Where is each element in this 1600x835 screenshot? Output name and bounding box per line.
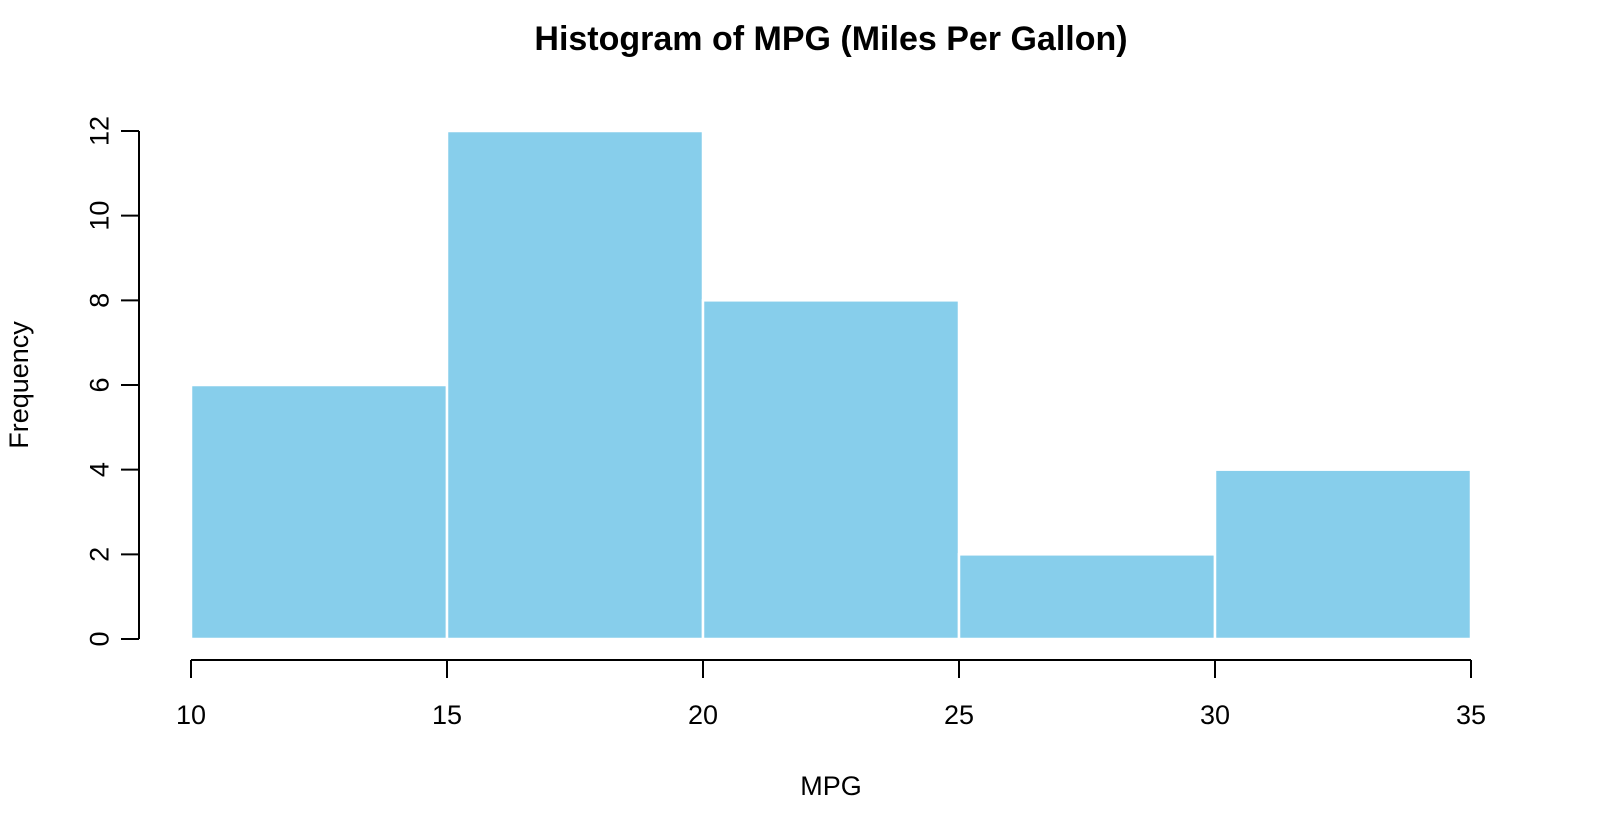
histogram-bar: [701, 299, 961, 641]
histogram-bar: [445, 129, 705, 641]
histogram-bar: [189, 383, 449, 641]
x-axis-label: MPG: [800, 771, 862, 801]
y-tick-label: 8: [84, 293, 114, 308]
x-tick-label: 25: [944, 700, 974, 730]
y-tick-label: 4: [84, 462, 114, 477]
y-axis: 0 2 4 6 8 10 12: [84, 116, 140, 647]
x-tick-label: 35: [1456, 700, 1486, 730]
x-tick-label: 10: [176, 700, 206, 730]
x-tick-label: 15: [432, 700, 462, 730]
x-tick-label: 30: [1200, 700, 1230, 730]
y-tick-label: 0: [84, 631, 114, 646]
histogram-bar: [1213, 468, 1473, 641]
y-axis-label: Frequency: [4, 321, 34, 449]
bars-group: [189, 129, 1473, 641]
y-tick-label: 12: [84, 116, 114, 146]
y-tick-label: 2: [84, 547, 114, 562]
y-tick-label: 6: [84, 377, 114, 392]
chart-title: Histogram of MPG (Miles Per Gallon): [534, 20, 1127, 58]
y-tick-label: 10: [84, 201, 114, 231]
x-axis: 10 15 20 25 30 35: [176, 659, 1486, 730]
x-tick-label: 20: [688, 700, 718, 730]
histogram-bar: [957, 553, 1217, 641]
